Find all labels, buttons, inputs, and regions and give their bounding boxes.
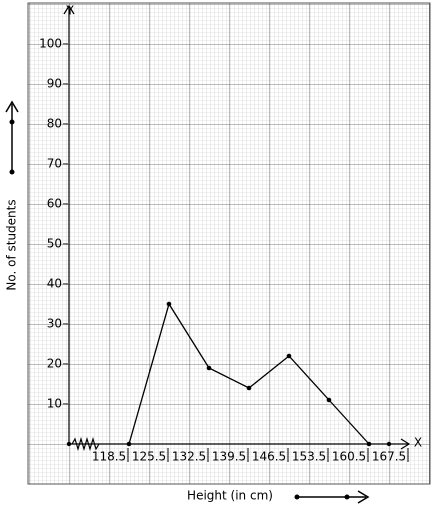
y-tick-label: 70 xyxy=(47,157,62,171)
x-tick-label: 160.5 xyxy=(332,450,366,464)
x-axis-name: X xyxy=(414,436,422,450)
axis-break xyxy=(71,436,100,452)
point xyxy=(126,441,132,447)
point xyxy=(286,353,292,359)
x-tick-label: 132.5 xyxy=(172,450,206,464)
x-direction-arrow xyxy=(294,490,370,504)
point xyxy=(166,301,172,307)
x-tick-label: 139.5 xyxy=(212,450,246,464)
y-tick-label: 80 xyxy=(47,117,62,131)
y-tick-label: 60 xyxy=(47,197,62,211)
x-tick-label: 153.5 xyxy=(292,450,326,464)
y-tick-label: 90 xyxy=(47,77,62,91)
y-tick-label: 10 xyxy=(47,397,62,411)
x-tick-label: 125.5 xyxy=(132,450,166,464)
x-tick-label: 146.5 xyxy=(252,450,286,464)
point xyxy=(206,365,212,371)
origin-dot xyxy=(66,441,72,447)
y-tick-label: 100 xyxy=(39,37,62,51)
graph-paper xyxy=(27,2,431,485)
y-tick-label: 20 xyxy=(47,357,62,371)
y-axis-arrow xyxy=(63,4,75,15)
point xyxy=(326,397,332,403)
x-axis-label: Height (in cm) xyxy=(187,489,273,503)
x-tick-label: 167.5 xyxy=(372,450,406,464)
point xyxy=(246,385,252,391)
y-direction-arrow xyxy=(5,100,19,175)
y-tick-label: 40 xyxy=(47,277,62,291)
axis-dot xyxy=(386,441,392,447)
y-axis-name: Y xyxy=(65,4,74,18)
x-axis-arrow xyxy=(400,438,411,450)
point xyxy=(366,441,372,447)
y-tick-label: 30 xyxy=(47,317,62,331)
y-axis-label: No. of students xyxy=(5,199,19,290)
x-tick-label: 118.5 xyxy=(92,450,126,464)
y-tick-label: 50 xyxy=(47,237,62,251)
plot-area xyxy=(63,4,411,450)
